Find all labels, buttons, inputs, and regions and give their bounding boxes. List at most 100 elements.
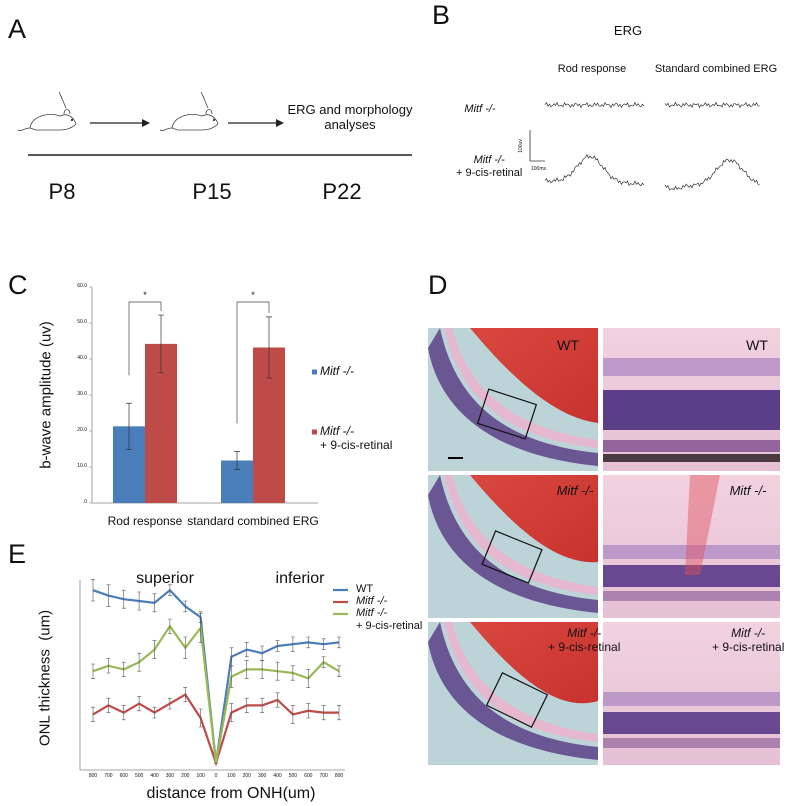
mouse-eye <box>70 118 74 122</box>
retina-band-inner <box>444 622 598 742</box>
histology-image <box>428 475 598 618</box>
image-label: WT <box>746 336 768 353</box>
image-label: WT <box>557 336 579 353</box>
error-bar <box>337 705 341 721</box>
mouse-icon <box>17 91 77 131</box>
legend-swatch <box>312 369 317 375</box>
y-tick-label: 20.0 <box>77 427 87 433</box>
mouse-body <box>29 114 77 131</box>
retina-band-inner <box>444 328 598 448</box>
error-bar <box>275 661 280 681</box>
histology-image <box>603 328 780 471</box>
y-tick-label: .0 <box>82 499 87 505</box>
x-tick-label: 800 <box>88 773 98 779</box>
cell-layer <box>603 440 780 452</box>
x-tick-label: 400 <box>150 773 159 779</box>
error-bar <box>306 669 311 688</box>
x-tick-label: 500 <box>134 773 144 779</box>
x-tick-label: 300 <box>165 773 175 779</box>
significance-bracket <box>128 301 162 376</box>
y-tick-label: 50.0 <box>77 319 87 325</box>
endpoint-text: ERG and morphology analyses <box>287 102 413 133</box>
error-bar <box>152 640 157 659</box>
error-bar <box>167 697 172 710</box>
error-bar <box>167 584 172 596</box>
x-tick-label: 500 <box>288 773 298 779</box>
error-bar <box>229 703 234 722</box>
x-tick-label: standard combined ERG <box>187 513 319 528</box>
error-bar <box>229 665 234 688</box>
x-tick-label: 400 <box>273 773 282 779</box>
histology-image <box>428 328 598 471</box>
scale-bar <box>529 130 545 162</box>
x-tick-label: 600 <box>304 773 313 779</box>
cell-layer <box>603 712 780 734</box>
blood-streak <box>685 475 720 575</box>
histology-image <box>603 475 780 618</box>
legend-swatch <box>312 429 317 435</box>
retina-band-inner <box>444 475 598 595</box>
panel-letter: C <box>8 269 28 300</box>
cell-layer <box>603 545 780 559</box>
legend-label: WT <box>356 583 374 596</box>
image-label: Mitf -/- <box>729 483 767 499</box>
error-bar <box>183 600 188 613</box>
error-bar <box>244 642 249 658</box>
histology-image <box>428 622 598 765</box>
y-tick-label: 60.0 <box>77 283 87 289</box>
cell-layer <box>603 390 780 430</box>
error-bar <box>121 705 126 721</box>
region-box <box>481 530 543 584</box>
x-tick-label: 200 <box>181 773 190 779</box>
error-bar <box>321 638 326 650</box>
syringe <box>200 91 209 109</box>
error-bar <box>183 687 188 703</box>
x-tick-label: 600 <box>119 773 128 779</box>
scale-label: 100uv <box>518 139 525 153</box>
arrow-head <box>142 119 150 127</box>
image-label: Mitf -/- <box>556 483 594 499</box>
panel-letter: E <box>8 538 27 569</box>
retina-band <box>428 475 598 613</box>
x-tick-label: 0 <box>214 773 218 779</box>
error-bar <box>321 656 326 668</box>
timepoint: P22 <box>322 178 362 204</box>
data-line <box>92 624 340 764</box>
y-tick-label: 10.0 <box>77 463 87 469</box>
error-bar <box>290 705 295 724</box>
erg-trace <box>544 153 645 187</box>
mouse-ear <box>205 109 213 115</box>
error-bar <box>137 591 142 611</box>
mouse-tail <box>159 127 173 131</box>
timepoint: P15 <box>192 178 232 204</box>
lens-region <box>470 328 598 423</box>
significance-mark: * <box>251 289 255 300</box>
error-bar <box>106 658 111 674</box>
error-bar <box>137 652 142 672</box>
panel-letter: D <box>428 269 448 300</box>
error-bar <box>244 660 249 679</box>
erg-trace <box>664 101 760 109</box>
error-bar <box>234 451 240 470</box>
legend-label: Mitf -/- <box>320 363 354 378</box>
error-bar <box>275 640 280 652</box>
error-bar <box>244 697 249 713</box>
y-tick-label: 30.0 <box>77 391 87 397</box>
x-tick-label: Rod response <box>107 513 183 528</box>
arrow-head <box>276 119 284 127</box>
panel-letter: B <box>432 0 451 30</box>
x-tick-label: 200 <box>242 773 251 779</box>
retina-band <box>428 622 598 760</box>
error-bar <box>91 579 95 602</box>
lens-region <box>470 622 598 704</box>
error-bar <box>106 584 111 607</box>
error-bar <box>337 636 341 649</box>
image-label: Mitf -/- + 9-cis-retinal <box>548 625 621 654</box>
mouse-body <box>171 114 219 131</box>
legend-label: Mitf -/- + 9-cis-retinal <box>356 607 423 633</box>
x-tick-label: 300 <box>257 773 267 779</box>
cell-layer <box>603 591 780 601</box>
x-tick-label: 100 <box>196 773 205 779</box>
